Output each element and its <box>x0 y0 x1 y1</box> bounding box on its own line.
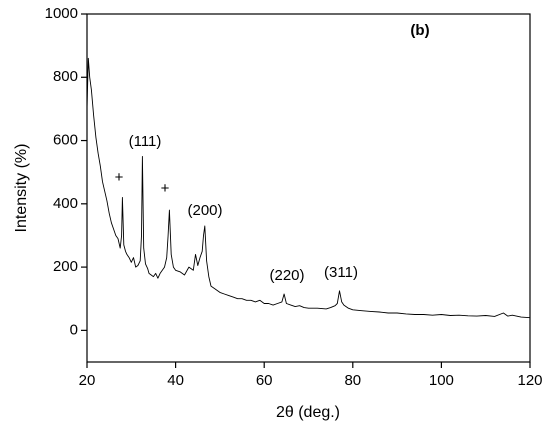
y-axis-title: Intensity (%) <box>13 144 30 233</box>
y-tick-label: 600 <box>53 132 78 149</box>
x-tick-label: 40 <box>167 372 184 389</box>
annotation: (111) <box>129 133 162 150</box>
y-tick-label: 400 <box>53 195 78 212</box>
y-tick-label: 200 <box>53 258 78 275</box>
y-tick-label: 800 <box>53 68 78 85</box>
annotation: (311) <box>324 264 358 281</box>
x-tick-label: 120 <box>517 372 542 389</box>
x-tick-label: 100 <box>429 372 454 389</box>
annotation: + <box>161 180 170 197</box>
annotation: (220) <box>269 267 304 284</box>
data-line <box>86 57 531 319</box>
x-axis-title: 2θ (deg.) <box>276 404 340 421</box>
x-tick-label: 60 <box>256 372 273 389</box>
plot-frame <box>86 13 531 363</box>
x-tick-label: 20 <box>79 372 96 389</box>
y-tick-label: 1000 <box>45 5 78 22</box>
y-tick-label: 0 <box>70 321 78 338</box>
annotation: (b) <box>410 22 429 39</box>
x-tick-label: 80 <box>344 372 361 389</box>
annotation: + <box>115 169 124 186</box>
annotation: (200) <box>187 202 222 219</box>
